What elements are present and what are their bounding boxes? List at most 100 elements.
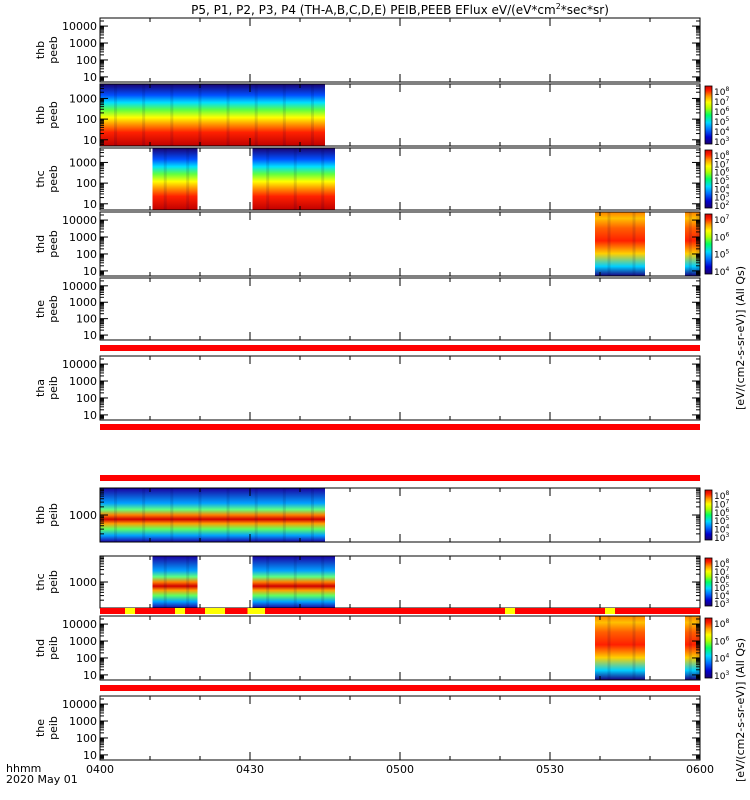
colorbar-tick-label: 103 <box>714 136 729 148</box>
spectrogram-stripe <box>114 488 118 542</box>
y-tick-label: 10000 <box>62 214 97 227</box>
panel-frame <box>99 695 701 761</box>
y-tick-label: 100 <box>76 652 97 665</box>
panel-probe-label: thb <box>34 106 47 124</box>
time-axis-label-date: 2020 May 01 <box>6 773 78 786</box>
flag-bar-red <box>100 424 700 430</box>
y-tick-label: 10 <box>83 329 97 342</box>
y-tick-label: 1000 <box>69 509 97 522</box>
colorbar-tick-exponent: 8 <box>725 86 729 93</box>
y-tick-label: 10 <box>83 749 97 762</box>
spectrogram-stripe <box>226 488 230 542</box>
y-tick-label: 10 <box>83 409 97 422</box>
spectrogram-block <box>685 616 700 680</box>
x-tick-label: 0400 <box>86 763 114 776</box>
flag-bar-red <box>100 345 700 351</box>
panel-thd-peeb: 10000 1000 100 10 thd peeb 107 106 105 104 <box>34 211 729 278</box>
panel-instrument-label: peib <box>47 716 60 740</box>
x-tick-label: 0500 <box>386 763 414 776</box>
panel-probe-label: the <box>34 719 47 737</box>
panel-frame <box>99 277 701 341</box>
y-tick-label: 1000 <box>69 37 97 50</box>
colorbar-tick-label: 103 <box>714 532 729 544</box>
flag-bar-red <box>100 685 700 691</box>
flag-bar-yellow <box>125 608 135 614</box>
y-tick-label: 10 <box>83 71 97 84</box>
flag-bar-yellow <box>505 608 515 614</box>
quality-flag-bar <box>100 685 700 691</box>
y-tick-label: 1000 <box>69 156 97 169</box>
panel-probe-label: thd <box>34 235 47 253</box>
colorbar-tick-label: 107 <box>714 214 729 226</box>
spectrogram-stripe <box>186 148 190 210</box>
spectrogram-block <box>595 616 645 680</box>
panel-instrument-label: peib <box>47 376 60 400</box>
colorbar-tick-exponent: 4 <box>725 590 729 597</box>
colorbar-tick-exponent: 2 <box>725 200 729 207</box>
colorbar-tick-exponent: 8 <box>725 558 729 565</box>
y-tick-label: 10000 <box>62 20 97 33</box>
colorbar-label-peeb: [eV/(cm2-s-sr-eV)] (All Qs) <box>734 266 747 410</box>
spectrogram-stripe <box>688 616 692 680</box>
y-tick-label: 1000 <box>69 92 97 105</box>
spectrogram-stripe <box>198 488 202 542</box>
quality-flag-bar <box>100 345 700 351</box>
flag-bar-yellow <box>605 608 615 614</box>
colorbar-tick-exponent: 4 <box>725 266 729 273</box>
x-tick-label: 0600 <box>686 763 714 776</box>
x-tick-label: 0530 <box>536 763 564 776</box>
spectrogram-block <box>595 212 645 276</box>
y-tick-label: 10 <box>83 198 97 211</box>
y-tick-label: 10 <box>83 134 97 147</box>
colorbar-tick-label: 105 <box>714 249 729 261</box>
spectrogram-stripe <box>170 84 174 146</box>
colorbar-tick-exponent: 3 <box>725 136 729 143</box>
x-tick-label: 0430 <box>236 763 264 776</box>
spectrogram-stripe <box>688 212 692 276</box>
spectrogram-stripe <box>293 556 297 608</box>
colorbar-tick-label: 106 <box>714 635 729 647</box>
flag-bar-red <box>100 475 700 481</box>
colorbar-strip <box>704 617 713 679</box>
colorbar-label-peib: [eV/(cm2-s-sr-eV)] (All Qs) <box>734 638 747 782</box>
colorbar-tick-exponent: 3 <box>725 598 729 605</box>
spectrogram-stripe <box>310 488 314 542</box>
spectrogram-stripe <box>632 212 636 276</box>
y-tick-label: 100 <box>76 113 97 126</box>
colorbar-tick-exponent: 8 <box>725 150 729 157</box>
y-tick-label: 100 <box>76 177 97 190</box>
spectrogram-block <box>100 84 325 146</box>
y-tick-label: 10000 <box>62 618 97 631</box>
panel-instrument-label: peib <box>47 570 60 594</box>
spectrogram-stripe <box>321 148 325 210</box>
panel-probe-label: thd <box>34 639 47 657</box>
colorbar-tick-exponent: 4 <box>725 183 729 190</box>
spectrogram-stripe <box>282 84 286 146</box>
y-tick-label: 1000 <box>69 635 97 648</box>
panel-probe-label: the <box>34 300 47 318</box>
panel-instrument-label: peib <box>47 503 60 527</box>
panel-the-peeb: 10000 1000 100 10 the peeb <box>34 277 701 342</box>
flag-bar-red <box>100 608 700 614</box>
colorbar-tick-label: 104 <box>714 266 729 278</box>
figure-title: P5, P1, P2, P3, P4 (TH-A,B,C,D,E) PEIB,P… <box>191 2 609 17</box>
spectrogram-stripe <box>170 488 174 542</box>
colorbar-tick-label: 108 <box>714 618 729 630</box>
spectrogram-stripe <box>310 84 314 146</box>
y-tick-label: 10 <box>83 265 97 278</box>
panel-probe-label: tha <box>34 379 47 397</box>
colorbar-tick-exponent: 8 <box>725 618 729 625</box>
spectrogram-stripe <box>607 212 611 276</box>
panel-instrument-label: peeb <box>47 101 60 129</box>
colorbar-tick-exponent: 3 <box>725 670 729 677</box>
colorbar-tick-exponent: 5 <box>725 116 729 123</box>
y-tick-label: 10000 <box>62 280 97 293</box>
spectrogram-stripe <box>607 616 611 680</box>
colorbar-tick-exponent: 6 <box>725 574 729 581</box>
colorbar-tick-label: 103 <box>714 670 729 682</box>
